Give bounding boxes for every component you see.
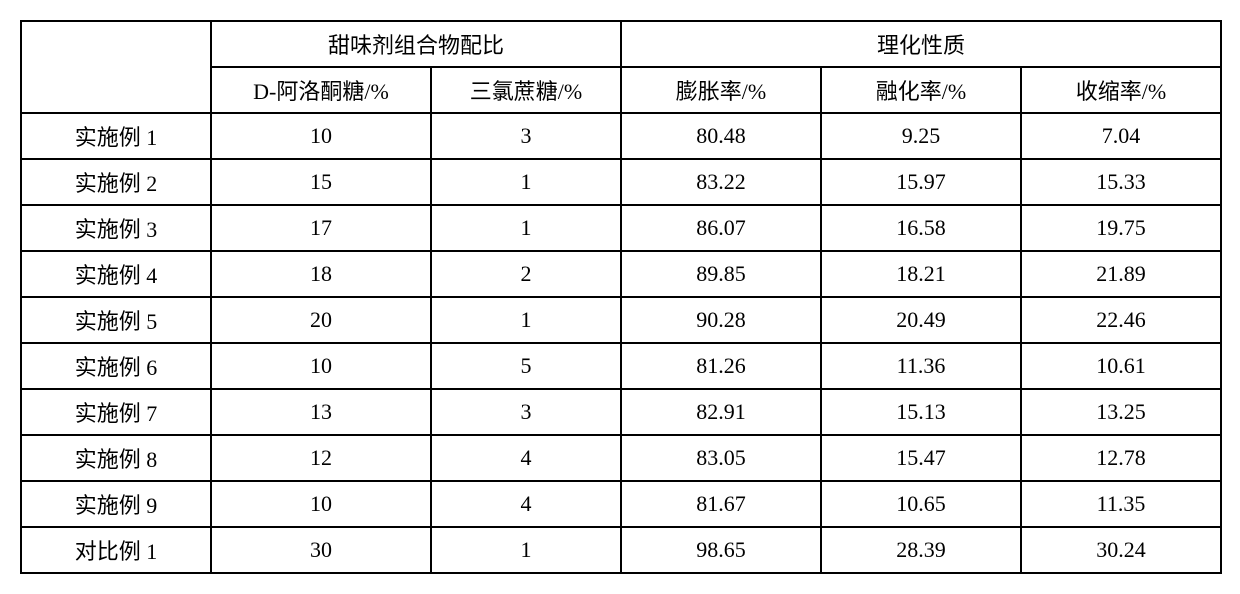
- row-label: 实施例 5: [21, 297, 211, 343]
- cell: 20.49: [821, 297, 1021, 343]
- row-label: 实施例 6: [21, 343, 211, 389]
- cell: 12.78: [1021, 435, 1221, 481]
- row-label: 实施例 4: [21, 251, 211, 297]
- row-label: 对比例 1: [21, 527, 211, 573]
- cell: 1: [431, 159, 621, 205]
- row-label: 实施例 9: [21, 481, 211, 527]
- cell: 81.67: [621, 481, 821, 527]
- cell: 89.85: [621, 251, 821, 297]
- col-header-0: D-阿洛酮糖/%: [211, 67, 431, 113]
- cell: 11.35: [1021, 481, 1221, 527]
- cell: 5: [431, 343, 621, 389]
- row-label: 实施例 7: [21, 389, 211, 435]
- cell: 10.65: [821, 481, 1021, 527]
- header-row-1: 甜味剂组合物配比 理化性质: [21, 21, 1221, 67]
- header-blank: [21, 21, 211, 113]
- cell: 19.75: [1021, 205, 1221, 251]
- row-label: 实施例 1: [21, 113, 211, 159]
- cell: 30.24: [1021, 527, 1221, 573]
- cell: 1: [431, 297, 621, 343]
- col-header-1: 三氯蔗糖/%: [431, 67, 621, 113]
- table-row: 实施例 5 20 1 90.28 20.49 22.46: [21, 297, 1221, 343]
- cell: 10: [211, 343, 431, 389]
- cell: 18: [211, 251, 431, 297]
- cell: 90.28: [621, 297, 821, 343]
- cell: 13: [211, 389, 431, 435]
- table-row: 实施例 2 15 1 83.22 15.97 15.33: [21, 159, 1221, 205]
- cell: 11.36: [821, 343, 1021, 389]
- row-label: 实施例 2: [21, 159, 211, 205]
- data-table: 甜味剂组合物配比 理化性质 D-阿洛酮糖/% 三氯蔗糖/% 膨胀率/% 融化率/…: [20, 20, 1222, 574]
- cell: 10: [211, 481, 431, 527]
- cell: 7.04: [1021, 113, 1221, 159]
- cell: 4: [431, 481, 621, 527]
- cell: 10.61: [1021, 343, 1221, 389]
- cell: 82.91: [621, 389, 821, 435]
- table-row: 实施例 1 10 3 80.48 9.25 7.04: [21, 113, 1221, 159]
- cell: 12: [211, 435, 431, 481]
- cell: 30: [211, 527, 431, 573]
- row-label: 实施例 3: [21, 205, 211, 251]
- row-label: 实施例 8: [21, 435, 211, 481]
- table-body: 实施例 1 10 3 80.48 9.25 7.04 实施例 2 15 1 83…: [21, 113, 1221, 573]
- cell: 13.25: [1021, 389, 1221, 435]
- cell: 20: [211, 297, 431, 343]
- table-row: 实施例 7 13 3 82.91 15.13 13.25: [21, 389, 1221, 435]
- cell: 17: [211, 205, 431, 251]
- table-row: 实施例 6 10 5 81.26 11.36 10.61: [21, 343, 1221, 389]
- cell: 98.65: [621, 527, 821, 573]
- header-group-2: 理化性质: [621, 21, 1221, 67]
- cell: 15: [211, 159, 431, 205]
- cell: 4: [431, 435, 621, 481]
- col-header-2: 膨胀率/%: [621, 67, 821, 113]
- cell: 1: [431, 527, 621, 573]
- cell: 15.47: [821, 435, 1021, 481]
- cell: 83.22: [621, 159, 821, 205]
- cell: 28.39: [821, 527, 1021, 573]
- cell: 2: [431, 251, 621, 297]
- cell: 18.21: [821, 251, 1021, 297]
- cell: 15.97: [821, 159, 1021, 205]
- cell: 86.07: [621, 205, 821, 251]
- cell: 1: [431, 205, 621, 251]
- cell: 15.13: [821, 389, 1021, 435]
- cell: 3: [431, 389, 621, 435]
- table-row: 实施例 4 18 2 89.85 18.21 21.89: [21, 251, 1221, 297]
- cell: 80.48: [621, 113, 821, 159]
- header-group-1: 甜味剂组合物配比: [211, 21, 621, 67]
- col-header-3: 融化率/%: [821, 67, 1021, 113]
- table-row: 实施例 9 10 4 81.67 10.65 11.35: [21, 481, 1221, 527]
- cell: 3: [431, 113, 621, 159]
- table-row: 实施例 3 17 1 86.07 16.58 19.75: [21, 205, 1221, 251]
- table-row: 实施例 8 12 4 83.05 15.47 12.78: [21, 435, 1221, 481]
- cell: 21.89: [1021, 251, 1221, 297]
- cell: 81.26: [621, 343, 821, 389]
- cell: 10: [211, 113, 431, 159]
- cell: 83.05: [621, 435, 821, 481]
- cell: 9.25: [821, 113, 1021, 159]
- cell: 16.58: [821, 205, 1021, 251]
- cell: 15.33: [1021, 159, 1221, 205]
- cell: 22.46: [1021, 297, 1221, 343]
- table-row: 对比例 1 30 1 98.65 28.39 30.24: [21, 527, 1221, 573]
- col-header-4: 收缩率/%: [1021, 67, 1221, 113]
